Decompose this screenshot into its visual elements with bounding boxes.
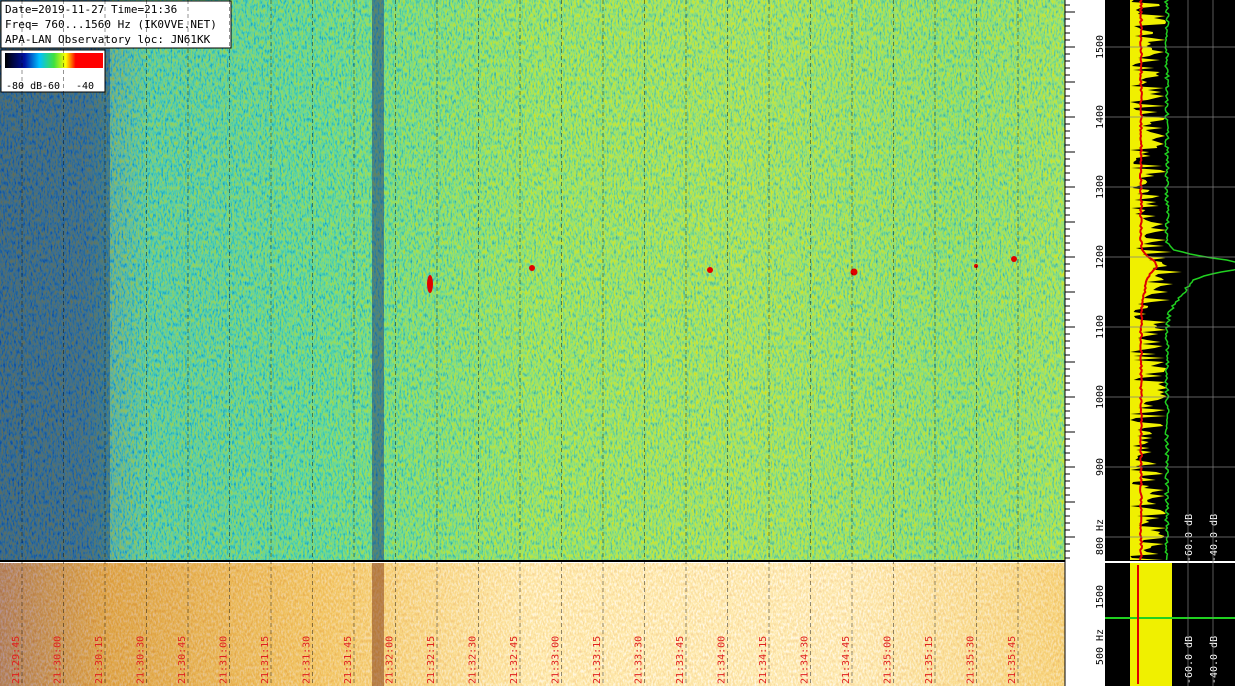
header-line: Date=2019-11-27 Time=21:36 — [5, 3, 177, 16]
strip-level-fill — [1130, 563, 1172, 686]
level-strip-noise — [0, 563, 1065, 686]
freq-tick-label: 1100 — [1095, 315, 1106, 339]
echo — [850, 268, 858, 276]
time-label: 21:35:15 — [924, 636, 935, 684]
time-label: 21:33:30 — [634, 636, 645, 684]
strip-db-label: -60.0 dB — [1184, 636, 1195, 684]
freq-tick-label: 900 — [1095, 458, 1106, 476]
colorbar-label: -60 — [42, 81, 60, 92]
header-box — [0, 0, 232, 49]
strip-db-label: -40.0 dB — [1209, 636, 1220, 684]
strip-band — [372, 563, 384, 686]
time-label: 21:34:15 — [758, 636, 769, 684]
time-label: 21:31:00 — [219, 636, 230, 684]
time-label: 21:34:45 — [841, 636, 852, 684]
time-label: 21:34:30 — [800, 636, 811, 684]
strip-freq-label: 500 Hz — [1095, 629, 1106, 665]
header-line: APA-LAN Observatory loc: JN61KK — [5, 33, 211, 46]
time-label: 21:33:45 — [675, 636, 686, 684]
freq-tick-label: 1200 — [1095, 245, 1106, 269]
time-label: 21:35:30 — [966, 636, 977, 684]
freq-tick-label: 800 Hz — [1095, 519, 1106, 555]
time-label: 21:34:00 — [717, 636, 728, 684]
echo — [707, 267, 713, 273]
echo — [529, 265, 535, 271]
time-label: 21:33:15 — [592, 636, 603, 684]
time-label: 21:30:30 — [136, 636, 147, 684]
waterfall-shade — [0, 0, 110, 560]
freq-tick-label: 1000 — [1095, 385, 1106, 409]
colorbar — [5, 53, 103, 68]
freq-tick-label: 1500 — [1095, 35, 1106, 59]
waterfall-band — [372, 0, 384, 560]
echo — [427, 275, 433, 293]
echo — [1011, 256, 1017, 262]
echo — [974, 264, 978, 268]
waterfall-noise — [0, 0, 1065, 560]
freq-axis-panel — [1065, 0, 1105, 686]
time-label: 21:32:30 — [468, 636, 479, 684]
time-label: 21:29:45 — [11, 636, 22, 684]
time-label: 21:31:45 — [343, 636, 354, 684]
time-label: 21:32:15 — [426, 636, 437, 684]
time-label: 21:35:00 — [883, 636, 894, 684]
time-label: 21:32:45 — [509, 636, 520, 684]
time-label: 21:35:45 — [1007, 636, 1018, 684]
time-label: 21:30:15 — [94, 636, 105, 684]
time-label: 21:33:00 — [551, 636, 562, 684]
strip-freq-label: 1500 — [1095, 585, 1106, 609]
colorbar-label: -80 dB — [6, 81, 42, 92]
freq-tick-label: 1400 — [1095, 105, 1106, 129]
header-line: Freq= 760...1560 Hz (IK0VVE.NET) — [5, 18, 217, 31]
freq-tick-label: 1300 — [1095, 175, 1106, 199]
labels: Date=2019-11-27 Time=21:36 Freq= 760...15… — [5, 3, 1220, 684]
spectrum-fill — [1130, 0, 1182, 560]
colorbar-label: -40 — [76, 81, 94, 92]
time-label: 21:30:00 — [53, 636, 64, 684]
time-label: 21:32:00 — [385, 636, 396, 684]
db-label: -40.0 dB — [1209, 514, 1220, 562]
db-label: -60.0 dB — [1184, 514, 1195, 562]
spectrum-panel — [1105, 0, 1235, 561]
time-label: 21:31:30 — [302, 636, 313, 684]
time-label: 21:31:15 — [260, 636, 271, 684]
time-label: 21:30:45 — [177, 636, 188, 684]
